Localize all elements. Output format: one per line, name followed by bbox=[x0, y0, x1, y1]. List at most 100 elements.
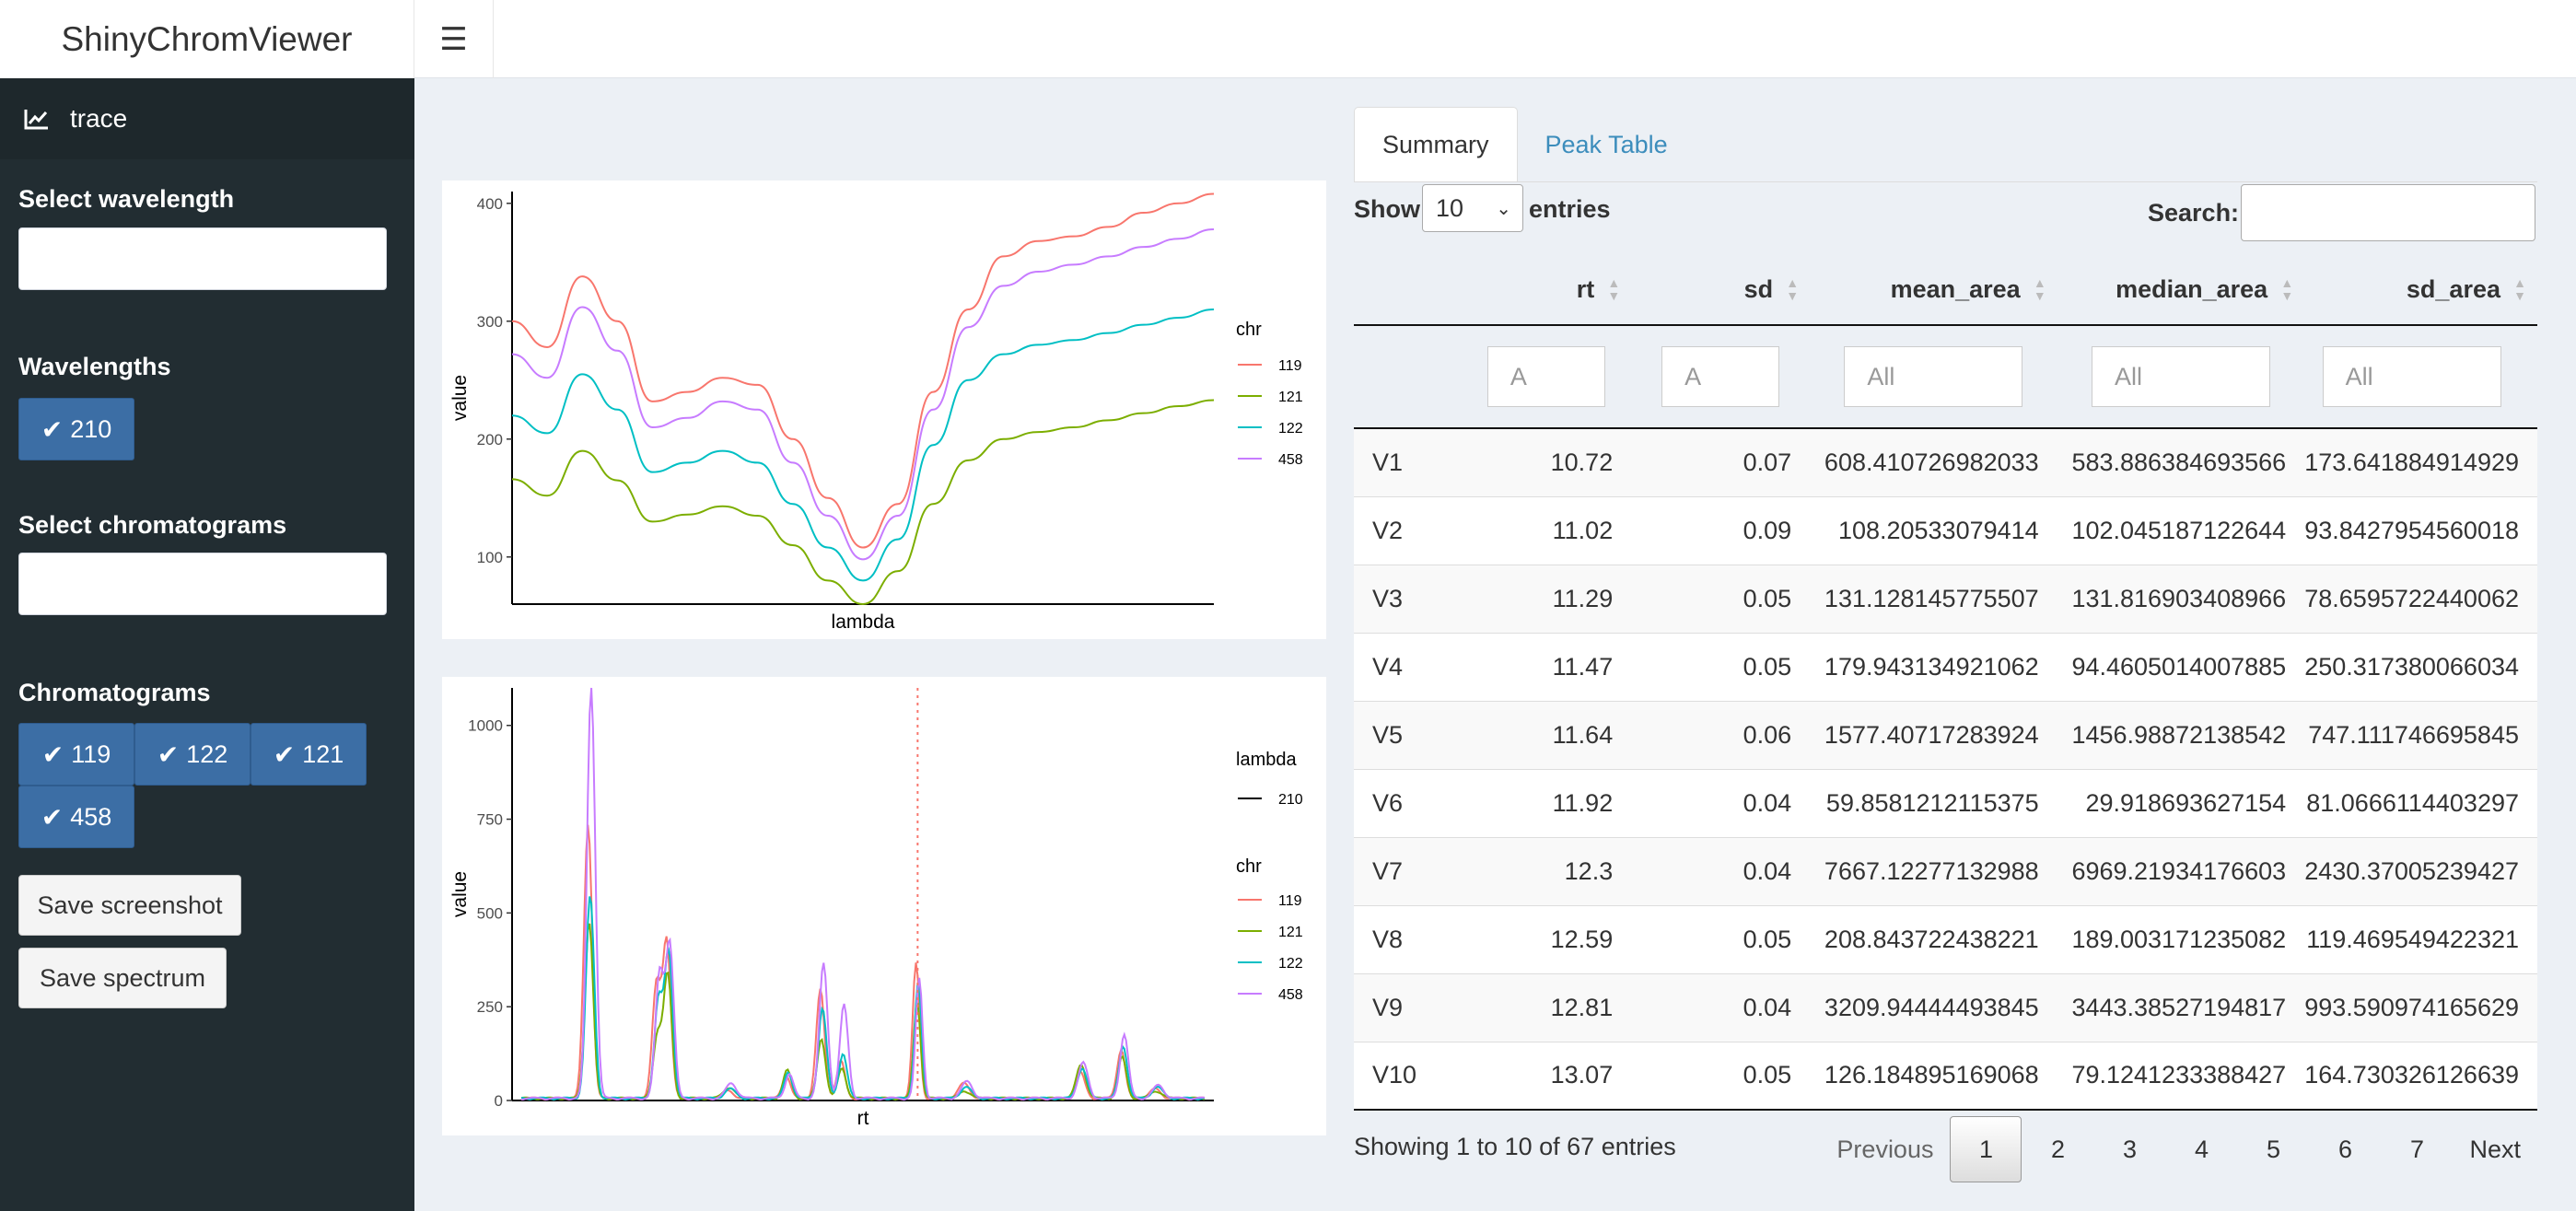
chromatogram-chip-121[interactable]: ✔ 121 bbox=[251, 723, 367, 786]
filter-cell: All bbox=[1810, 325, 2057, 429]
column-header-median-area[interactable]: median_area ▲ ▼ bbox=[2057, 254, 2305, 326]
select-chromatograms-label: Select chromatograms bbox=[18, 511, 287, 539]
column-header-sd[interactable]: sd ▲ ▼ bbox=[1631, 254, 1811, 326]
pagination-next[interactable]: Next bbox=[2469, 1135, 2521, 1163]
filter-input-rt[interactable]: A bbox=[1486, 346, 1605, 407]
table-row[interactable]: V10 13.07 0.05 126.184895169068 79.124123338… bbox=[1354, 1041, 2537, 1111]
legend-label: 119 bbox=[1278, 893, 1302, 909]
pagination-page-4[interactable]: 4 bbox=[2194, 1135, 2209, 1163]
filter-input-sd[interactable]: A bbox=[1661, 346, 1780, 407]
column-header-rt[interactable]: rt ▲ ▼ bbox=[1451, 254, 1632, 326]
sidebar-toggle-button[interactable]: ☰ bbox=[414, 0, 494, 78]
pagination-page-5[interactable]: 5 bbox=[2266, 1135, 2280, 1163]
table-cell: 94.4605014007885 bbox=[2057, 632, 2305, 701]
y-tick-label: 250 bbox=[477, 998, 503, 1016]
page-length-select[interactable]: 10 ⌄ bbox=[1422, 184, 1523, 232]
legend-title: chr bbox=[1236, 856, 1262, 877]
pagination-page-3[interactable]: 3 bbox=[2122, 1135, 2137, 1163]
sort-icon: ▲ ▼ bbox=[2033, 275, 2046, 303]
save-spectrum-button[interactable]: Save spectrum bbox=[18, 948, 227, 1008]
legend-label: 458 bbox=[1278, 452, 1303, 468]
table-cell: 2430.37005239427 bbox=[2304, 836, 2537, 905]
table-cell: 0.05 bbox=[1631, 1041, 1811, 1111]
pagination-page-7[interactable]: 7 bbox=[2409, 1135, 2424, 1163]
chromatogram-chip-119[interactable]: ✔ 119 bbox=[18, 723, 134, 786]
filter-input-median-area[interactable]: All bbox=[2091, 346, 2270, 407]
table-cell: 11.29 bbox=[1451, 564, 1632, 633]
sidebar-item-trace[interactable]: trace bbox=[0, 78, 414, 159]
column-header-label: rt bbox=[1576, 274, 1595, 303]
table-cell: 0.06 bbox=[1631, 700, 1811, 769]
table-row[interactable]: V2 11.02 0.09 108.20533079414 102.0451871226… bbox=[1354, 495, 2537, 565]
table-cell: 78.6595722440062 bbox=[2304, 564, 2537, 633]
spectrum-plot: 100 200 300 400 lambda value chr 119 121 122 458 bbox=[442, 180, 1326, 639]
table-cell: 29.918693627154 bbox=[2057, 768, 2305, 837]
y-tick-label: 1000 bbox=[468, 717, 503, 735]
table-cell: 11.92 bbox=[1451, 768, 1632, 837]
pagination-page-6[interactable]: 6 bbox=[2337, 1135, 2352, 1163]
table-row[interactable]: V1 10.72 0.07 608.410726982033 583.886384693… bbox=[1354, 427, 2537, 496]
series-line-121 bbox=[511, 399, 1215, 606]
entries-label: entries bbox=[1529, 195, 1611, 223]
y-tick-label: 750 bbox=[477, 811, 503, 829]
wavelengths-label: Wavelengths bbox=[18, 353, 171, 380]
wavelength-chip-210[interactable]: ✔ 210 bbox=[18, 398, 134, 460]
column-header-mean-area[interactable]: mean_area ▲ ▼ bbox=[1810, 254, 2057, 326]
legend-label: 121 bbox=[1278, 390, 1303, 405]
select-wavelength-input[interactable] bbox=[18, 227, 387, 290]
table-row[interactable]: V4 11.47 0.05 179.943134921062 94.4605014007… bbox=[1354, 632, 2537, 701]
table-cell: V6 bbox=[1354, 768, 1452, 837]
table-cell: 1577.40717283924 bbox=[1810, 700, 2057, 769]
sidebar-item-label: trace bbox=[70, 104, 128, 133]
table-row[interactable]: V7 12.3 0.04 7667.12277132988 6969.219341766… bbox=[1354, 836, 2537, 905]
table-cell: V1 bbox=[1354, 427, 1452, 496]
table-cell: 0.09 bbox=[1631, 495, 1811, 565]
tab-summary[interactable]: Summary bbox=[1354, 107, 1518, 182]
check-icon: ✔ bbox=[41, 739, 64, 769]
table-row[interactable]: V8 12.59 0.05 208.843722438221 189.003171235… bbox=[1354, 904, 2537, 973]
table-cell: 13.07 bbox=[1451, 1041, 1632, 1111]
pagination-page-1[interactable]: 1 bbox=[1950, 1116, 2022, 1182]
pagination-previous[interactable]: Previous bbox=[1836, 1135, 1934, 1163]
search-input[interactable] bbox=[2241, 184, 2535, 241]
save-screenshot-button[interactable]: Save screenshot bbox=[18, 875, 241, 936]
table-cell: 7667.12277132988 bbox=[1810, 836, 2057, 905]
table-cell: 59.8581212115375 bbox=[1810, 768, 2057, 837]
series-line-121 bbox=[520, 923, 1206, 1101]
pagination-page-2[interactable]: 2 bbox=[2050, 1135, 2065, 1163]
filter-input-mean-area[interactable]: All bbox=[1844, 346, 2023, 407]
filter-cell: A bbox=[1451, 325, 1632, 429]
tab-bar: Summary Peak Table bbox=[1354, 107, 1696, 182]
chevron-down-icon: ⌄ bbox=[1496, 198, 1511, 219]
table-cell: 119.469549422321 bbox=[2304, 904, 2537, 973]
column-header-rowname[interactable] bbox=[1354, 254, 1452, 326]
chip-label: 121 bbox=[302, 739, 344, 768]
table-cell: 208.843722438221 bbox=[1810, 904, 2057, 973]
column-header-sd-area[interactable]: sd_area ▲ ▼ bbox=[2304, 254, 2537, 326]
table-row[interactable]: V9 12.81 0.04 3209.94444493845 3443.38527194… bbox=[1354, 972, 2537, 1042]
table-cell: 189.003171235082 bbox=[2057, 904, 2305, 973]
select-chromatograms-input[interactable] bbox=[18, 553, 387, 615]
table-row[interactable]: V6 11.92 0.04 59.8581212115375 29.9186936271… bbox=[1354, 768, 2537, 837]
series-line-119 bbox=[511, 192, 1215, 549]
filter-cell: All bbox=[2304, 325, 2537, 429]
table-cell: 12.81 bbox=[1451, 972, 1632, 1042]
select-wavelength-label: Select wavelength bbox=[18, 185, 235, 213]
filter-input-sd-area[interactable]: All bbox=[2322, 346, 2501, 407]
table-cell: V2 bbox=[1354, 495, 1452, 565]
top-navbar: ☰ bbox=[414, 0, 2576, 78]
summary-table: rt ▲ ▼ sd ▲ ▼ mean_area ▲ ▼ median_area ▲ ▼ sd_a… bbox=[1354, 254, 2537, 1111]
table-cell: V8 bbox=[1354, 904, 1452, 973]
chromatogram-chip-122[interactable]: ✔ 122 bbox=[134, 723, 251, 786]
table-row[interactable]: V5 11.64 0.06 1577.40717283924 1456.98872138… bbox=[1354, 700, 2537, 769]
table-cell: 93.8427954560018 bbox=[2304, 495, 2537, 565]
chromatogram-chip-458[interactable]: ✔ 458 bbox=[18, 786, 134, 848]
filter-cell bbox=[1354, 325, 1452, 429]
pagination: Previous 1 2 3 4 5 6 7 Next bbox=[1820, 1116, 2537, 1182]
tab-peak-table[interactable]: Peak Table bbox=[1544, 130, 1668, 158]
table-cell: V9 bbox=[1354, 972, 1452, 1042]
table-cell: 11.47 bbox=[1451, 632, 1632, 701]
column-header-label: sd_area bbox=[2406, 274, 2500, 303]
check-icon: ✔ bbox=[273, 739, 296, 769]
table-row[interactable]: V3 11.29 0.05 131.128145775507 131.816903408… bbox=[1354, 564, 2537, 633]
